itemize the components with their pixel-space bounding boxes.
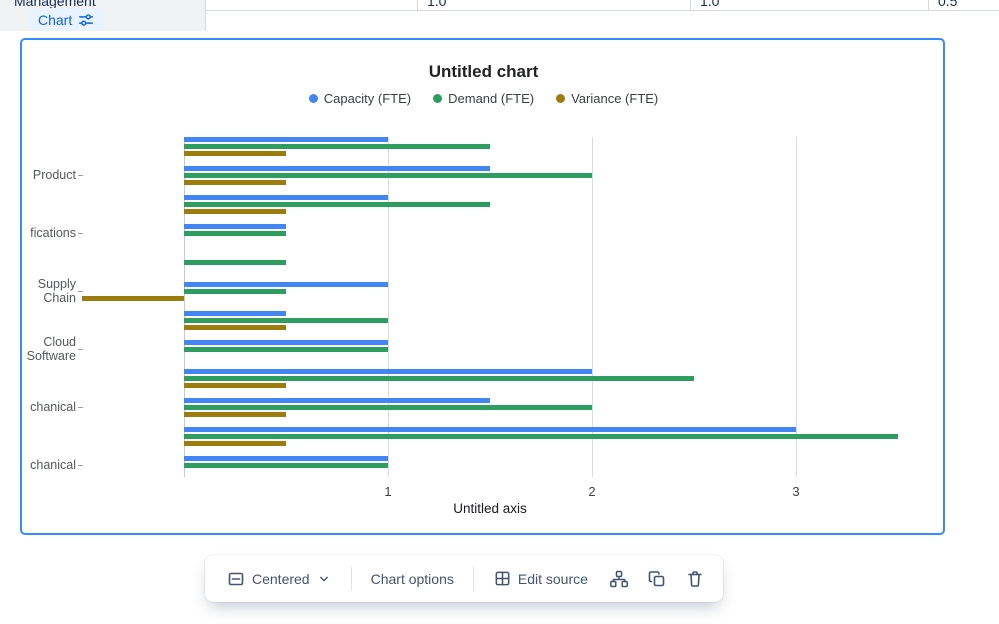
legend-label: Capacity (FTE) bbox=[323, 91, 412, 106]
table-border bbox=[205, 10, 999, 11]
table-cell-value: 1.0 bbox=[700, 0, 720, 9]
table-border bbox=[417, 0, 418, 10]
toolbar-separator bbox=[350, 566, 352, 591]
edit-source-button[interactable]: Edit source bbox=[484, 562, 597, 595]
legend-label: Variance (FTE) bbox=[571, 91, 659, 106]
table-border bbox=[690, 0, 691, 10]
legend-swatch bbox=[556, 94, 566, 103]
table-cell-value: 0.5 bbox=[938, 0, 958, 9]
chart-legend: Capacity (FTE) Demand (FTE) Variance (FTE) bbox=[20, 91, 947, 106]
table-cell-text: Management bbox=[14, 0, 96, 9]
alignment-label: Centered bbox=[252, 570, 310, 587]
edit-source-label: Edit source bbox=[517, 570, 588, 587]
sitemap-icon bbox=[609, 570, 628, 587]
legend-swatch bbox=[433, 94, 443, 103]
copy-button[interactable] bbox=[641, 563, 673, 595]
chevron-down-icon bbox=[319, 576, 328, 581]
legend-item: Variance (FTE) bbox=[556, 91, 658, 106]
copy-icon bbox=[648, 570, 665, 586]
chart-chip-label: Chart bbox=[38, 11, 73, 28]
chart-options-button[interactable]: Chart options bbox=[362, 564, 463, 594]
table-icon bbox=[495, 571, 510, 586]
floating-toolbar: Centered Chart options Edit source bbox=[205, 555, 723, 602]
table-border bbox=[928, 0, 929, 10]
chart-title: Untitled chart bbox=[428, 62, 539, 81]
chart-options-label: Chart options bbox=[370, 570, 454, 587]
table-row-clipped: Management 1.0 1.0 0.5 bbox=[0, 0, 999, 10]
diagram-button[interactable] bbox=[603, 563, 635, 595]
chart-settings-icon bbox=[79, 13, 94, 26]
table-cell-value: 1.0 bbox=[427, 0, 447, 9]
legend-item: Capacity (FTE) bbox=[308, 91, 412, 106]
centered-layout-icon bbox=[228, 572, 244, 585]
chart-card[interactable] bbox=[20, 38, 945, 535]
legend-item: Demand (FTE) bbox=[433, 91, 534, 106]
alignment-button[interactable]: Centered bbox=[217, 562, 341, 596]
toolbar-separator bbox=[472, 566, 474, 591]
legend-label: Demand (FTE) bbox=[448, 91, 535, 106]
delete-button[interactable] bbox=[679, 563, 711, 595]
table-border bbox=[205, 0, 206, 31]
legend-swatch bbox=[308, 94, 318, 103]
chart-node-chip[interactable]: Chart bbox=[30, 8, 104, 31]
x-axis-title: Untitled axis bbox=[453, 501, 527, 516]
trash-icon bbox=[688, 570, 702, 587]
